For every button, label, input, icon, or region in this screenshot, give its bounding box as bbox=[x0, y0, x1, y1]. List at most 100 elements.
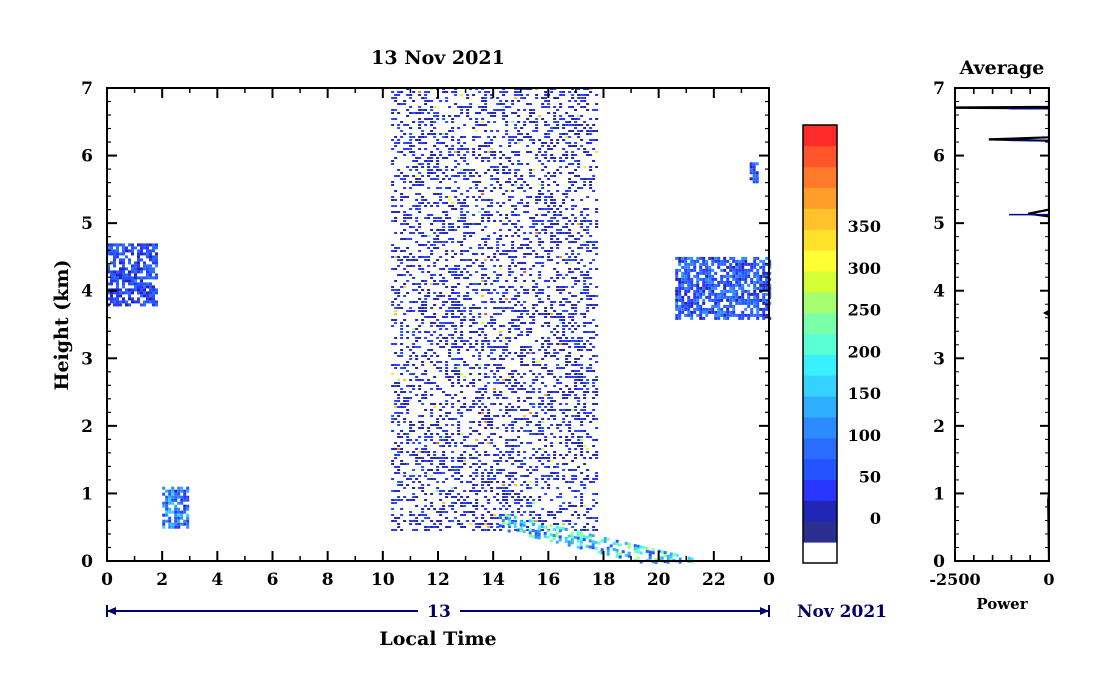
heatmap-cell bbox=[523, 136, 527, 138]
heatmap-cell bbox=[571, 304, 575, 306]
heatmap-cell bbox=[409, 139, 413, 141]
heatmap-cell bbox=[717, 298, 721, 302]
heatmap-cell bbox=[469, 310, 473, 312]
heatmap-cell bbox=[562, 199, 566, 201]
heatmap-cell bbox=[463, 178, 467, 180]
heatmap-cell bbox=[562, 463, 566, 465]
heatmap-cell bbox=[699, 268, 703, 272]
heatmap-cell bbox=[406, 400, 410, 402]
heatmap-cell bbox=[484, 376, 488, 378]
heatmap-cell bbox=[571, 235, 575, 237]
heatmap-cell bbox=[517, 91, 521, 93]
heatmap-cell bbox=[583, 181, 587, 183]
heatmap-cell bbox=[391, 139, 395, 141]
heatmap-cell bbox=[595, 208, 599, 210]
heatmap-cell bbox=[177, 486, 181, 490]
heatmap-cell bbox=[565, 253, 569, 255]
heatmap-cell bbox=[439, 325, 443, 327]
heatmap-cell bbox=[403, 256, 407, 258]
heatmap-cell bbox=[514, 172, 518, 174]
heatmap-cell bbox=[538, 391, 542, 393]
heatmap-cell bbox=[595, 394, 599, 396]
heatmap-cell bbox=[149, 291, 152, 295]
heatmap-cell bbox=[478, 247, 482, 249]
heatmap-cell bbox=[490, 214, 494, 216]
heatmap-cell bbox=[556, 232, 560, 234]
heatmap-cell bbox=[412, 283, 416, 285]
heatmap-cell bbox=[460, 337, 464, 339]
heatmap-cell bbox=[177, 501, 181, 505]
heatmap-cell bbox=[448, 151, 452, 153]
heatmap-cell bbox=[469, 307, 473, 309]
heatmap-cell bbox=[687, 262, 691, 266]
heatmap-cell bbox=[107, 243, 110, 247]
heatmap-cell bbox=[747, 268, 751, 272]
heatmap-cell bbox=[517, 451, 521, 453]
heatmap-cell bbox=[400, 274, 404, 276]
heatmap-cell bbox=[487, 247, 491, 249]
heatmap-cell bbox=[550, 139, 554, 141]
heatmap-cell bbox=[442, 316, 446, 318]
heatmap-cell bbox=[424, 244, 428, 246]
heatmap-cell bbox=[580, 373, 584, 375]
colorbar-segment bbox=[803, 208, 837, 230]
heatmap-cell bbox=[705, 277, 709, 281]
heatmap-cell bbox=[583, 409, 587, 411]
heatmap-cell bbox=[454, 442, 458, 444]
heatmap-cell bbox=[475, 199, 479, 201]
heatmap-cell bbox=[750, 298, 754, 302]
heatmap-cell bbox=[424, 217, 428, 219]
heatmap-cell bbox=[574, 280, 578, 282]
heatmap-cell bbox=[412, 310, 416, 312]
heatmap-cell bbox=[403, 100, 407, 102]
heatmap-cell bbox=[517, 436, 521, 438]
heatmap-cell bbox=[529, 196, 533, 198]
heatmap-cell bbox=[454, 511, 458, 513]
heatmap-cell bbox=[726, 280, 730, 284]
heatmap-cell bbox=[750, 262, 754, 266]
heatmap-cell bbox=[544, 436, 548, 438]
heatmap-cell bbox=[756, 262, 760, 266]
heatmap-cell bbox=[550, 472, 554, 474]
heatmap-cell bbox=[526, 484, 530, 486]
heatmap-cell bbox=[508, 340, 512, 342]
heatmap-cell bbox=[586, 133, 590, 135]
heatmap-cell bbox=[487, 418, 491, 420]
x-tick-label: 10 bbox=[371, 570, 395, 590]
heatmap-cell bbox=[544, 355, 548, 357]
heatmap-cell bbox=[436, 115, 440, 117]
heatmap-cell bbox=[137, 291, 140, 295]
heatmap-cell bbox=[499, 487, 503, 489]
heatmap-cell bbox=[412, 232, 416, 234]
heatmap-cell bbox=[741, 313, 745, 317]
heatmap-cell bbox=[586, 382, 590, 384]
heatmap-cell bbox=[592, 391, 596, 393]
heatmap-cell bbox=[478, 412, 482, 414]
heatmap-cell bbox=[460, 136, 464, 138]
heatmap-cell bbox=[140, 303, 143, 307]
heatmap-cell bbox=[409, 232, 413, 234]
heatmap-cell bbox=[523, 463, 527, 465]
heatmap-cell bbox=[436, 220, 440, 222]
y-tick-label: 6 bbox=[81, 147, 93, 167]
heatmap-cell bbox=[517, 502, 521, 504]
heatmap-cell bbox=[499, 472, 503, 474]
heatmap-cell bbox=[466, 190, 470, 192]
heatmap-cell bbox=[595, 457, 599, 459]
heatmap-cell bbox=[565, 325, 569, 327]
heatmap-cell bbox=[537, 536, 541, 540]
heatmap-cell bbox=[547, 514, 551, 516]
heatmap-cell bbox=[481, 340, 485, 342]
heatmap-cell bbox=[592, 493, 596, 495]
heatmap-cell bbox=[592, 481, 596, 483]
heatmap-cell bbox=[759, 280, 763, 284]
heatmap-cell bbox=[134, 264, 137, 268]
colorbar-segment bbox=[803, 312, 837, 334]
x-tick-label: 14 bbox=[481, 570, 505, 590]
heatmap-cell bbox=[424, 205, 428, 207]
heatmap-cell bbox=[535, 154, 539, 156]
heatmap-cell bbox=[553, 214, 557, 216]
heatmap-cell bbox=[451, 268, 455, 270]
heatmap-cell bbox=[397, 523, 401, 525]
